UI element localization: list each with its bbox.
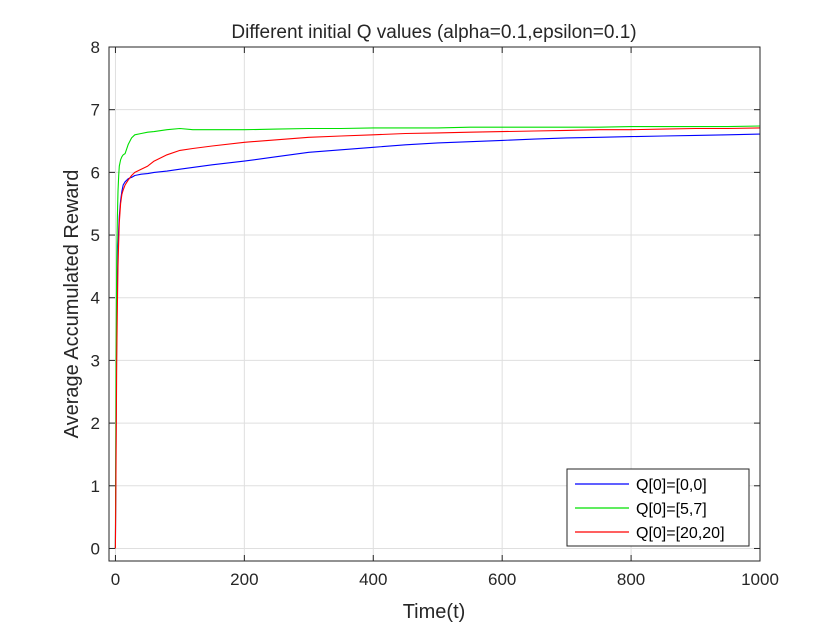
legend-box xyxy=(566,468,750,547)
x-tick-label: 600 xyxy=(488,570,516,589)
y-tick-label: 7 xyxy=(91,101,100,120)
y-tick-label: 6 xyxy=(91,163,100,182)
y-tick-label: 3 xyxy=(91,351,100,370)
x-tick-label: 0 xyxy=(111,570,120,589)
x-tick-label: 800 xyxy=(617,570,645,589)
x-axis-label: Time(t) xyxy=(403,601,466,623)
y-tick-label: 2 xyxy=(91,414,100,433)
legend-label-3: Q[0]=[20,20] xyxy=(636,525,725,542)
y-tick-label: 0 xyxy=(91,539,100,558)
y-tick-label: 5 xyxy=(91,226,100,245)
series-line-3 xyxy=(114,127,761,549)
x-tick-label: 200 xyxy=(230,570,258,589)
x-tick-label: 1000 xyxy=(741,570,779,589)
chart-title: Different initial Q values (alpha=0.1,ep… xyxy=(231,22,636,43)
legend: Q[0]=[0,0] Q[0]=[5,7] Q[0]=[20,20] xyxy=(566,468,750,547)
series-lines xyxy=(114,125,761,549)
ticks: 0 200 400 600 800 1000 0 1 2 3 4 5 6 7 8 xyxy=(91,38,779,589)
x-tick-label: 400 xyxy=(359,570,387,589)
series-line-2 xyxy=(114,125,761,549)
y-tick-label: 1 xyxy=(91,477,100,496)
legend-label-1: Q[0]=[0,0] xyxy=(636,477,707,494)
y-tick-label: 8 xyxy=(91,38,100,57)
y-tick-label: 4 xyxy=(91,289,100,308)
y-axis-label: Average Accumulated Reward xyxy=(61,170,83,439)
plot-frame xyxy=(108,46,761,562)
legend-label-2: Q[0]=[5,7] xyxy=(636,501,707,518)
